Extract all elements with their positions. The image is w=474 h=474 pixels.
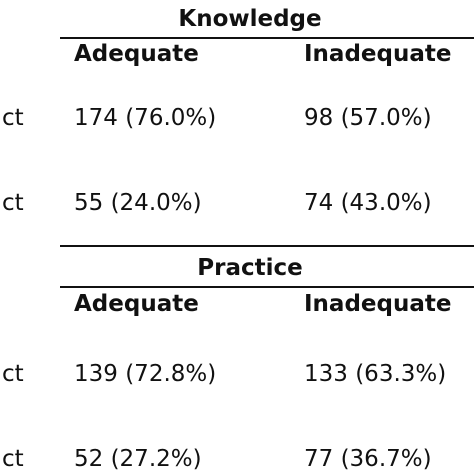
practice-row-1-adequate: 139 (72.8%) bbox=[74, 361, 217, 387]
knowledge-row-1-inadequate: 98 (57.0%) bbox=[304, 105, 432, 131]
knowledge-row-2-adequate: 55 (24.0%) bbox=[74, 190, 202, 216]
practice-col-inadequate: Inadequate bbox=[304, 291, 452, 317]
knowledge-col-inadequate: Inadequate bbox=[304, 41, 452, 67]
knowledge-row-1-adequate: 174 (76.0%) bbox=[74, 105, 217, 131]
practice-group-header: Practice bbox=[197, 255, 303, 281]
knowledge-col-adequate: Adequate bbox=[74, 41, 199, 67]
practice-row-2-adequate: 52 (27.2%) bbox=[74, 446, 202, 472]
practice-col-adequate: Adequate bbox=[74, 291, 199, 317]
practice-row-1-label: ct bbox=[2, 361, 24, 387]
section-divider-rule bbox=[60, 245, 474, 247]
knowledge-row-2-inadequate: 74 (43.0%) bbox=[304, 190, 432, 216]
knowledge-header-rule bbox=[60, 37, 474, 39]
knowledge-row-1-label: ct bbox=[2, 105, 24, 131]
knowledge-row-2-label: ct bbox=[2, 190, 24, 216]
practice-header-rule bbox=[60, 286, 474, 288]
knowledge-group-header: Knowledge bbox=[178, 6, 322, 32]
practice-row-1-inadequate: 133 (63.3%) bbox=[304, 361, 447, 387]
practice-row-2-inadequate: 77 (36.7%) bbox=[304, 446, 432, 472]
practice-row-2-label: ct bbox=[2, 446, 24, 472]
